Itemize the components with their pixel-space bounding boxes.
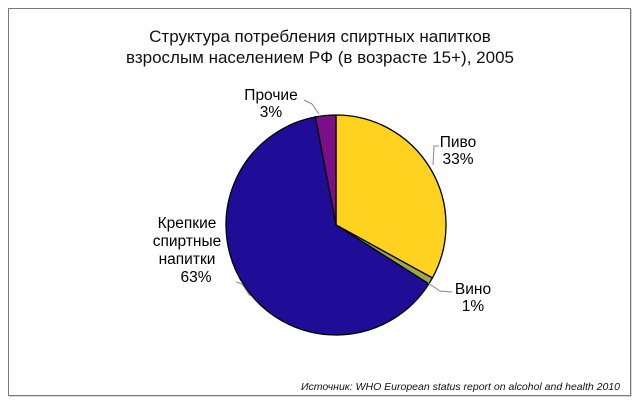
slice-spirits [225,116,430,336]
leader-line-wine [427,282,453,293]
label-spirits-name-2: спиртные [152,233,222,250]
slice-beer [335,114,447,279]
leader-line-beer [432,145,439,166]
label-beer: Пиво 33% [437,134,479,168]
source-note: Источник: WHO European status report on … [300,381,620,393]
label-beer-name: Пиво [439,134,477,151]
label-spirits-name-1: Крепкие [157,215,217,232]
label-wine: Вино 1% [452,281,494,315]
label-spirits-pct: 63% [180,269,212,286]
label-wine-name: Вино [454,281,492,298]
label-other-name: Прочие [244,87,298,104]
label-beer-pct: 33% [442,151,474,168]
chart-title-line-2: взрослым населением РФ (в возрасте 15+),… [125,48,514,67]
label-other: Прочие 3% [240,87,302,121]
label-wine-pct: 1% [461,298,485,315]
leader-line-spirits [235,281,251,297]
pie-slices [225,114,447,336]
label-spirits-name-3: напитки [158,251,216,268]
label-other-pct: 3% [259,104,283,121]
chart-title-line-1: Структура потребления спиртных напитков [149,27,491,46]
slice-other [314,114,337,226]
leader-line-other [303,99,320,115]
label-spirits: Крепкие спиртные напитки 63% [146,215,228,287]
